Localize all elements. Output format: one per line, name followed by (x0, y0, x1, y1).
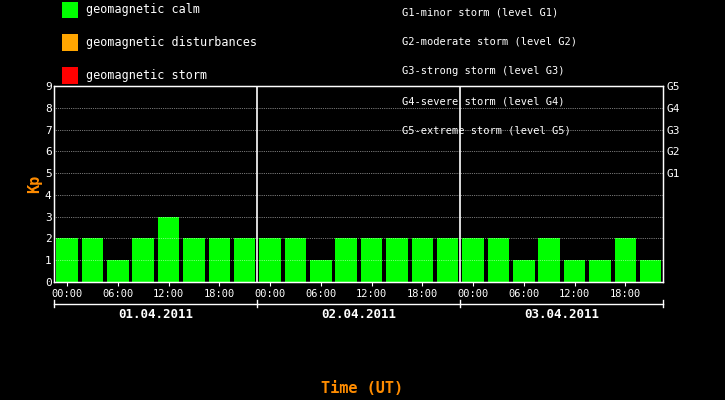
Text: 03.04.2011: 03.04.2011 (524, 308, 600, 321)
Text: Time (UT): Time (UT) (321, 381, 404, 396)
Bar (361, 238, 382, 282)
Bar (412, 238, 433, 282)
Bar (463, 238, 484, 282)
Text: geomagnetic disturbances: geomagnetic disturbances (86, 36, 257, 49)
Bar (589, 260, 610, 282)
Bar (513, 260, 534, 282)
Bar (539, 238, 560, 282)
Text: G1-minor storm (level G1): G1-minor storm (level G1) (402, 7, 559, 17)
Text: G5-extreme storm (level G5): G5-extreme storm (level G5) (402, 126, 571, 136)
Y-axis label: Kp: Kp (27, 175, 42, 193)
Bar (133, 238, 154, 282)
Bar (564, 260, 585, 282)
Text: 01.04.2011: 01.04.2011 (118, 308, 194, 321)
Bar (336, 238, 357, 282)
Bar (386, 238, 407, 282)
Bar (183, 238, 204, 282)
Bar (615, 238, 636, 282)
Bar (57, 238, 78, 282)
Bar (640, 260, 661, 282)
Text: geomagnetic storm: geomagnetic storm (86, 69, 207, 82)
Bar (158, 217, 179, 282)
Bar (209, 238, 230, 282)
Bar (107, 260, 128, 282)
Bar (260, 238, 281, 282)
Bar (310, 260, 331, 282)
Bar (234, 238, 255, 282)
Text: G4-severe storm (level G4): G4-severe storm (level G4) (402, 96, 565, 106)
Bar (437, 238, 458, 282)
Text: G2-moderate storm (level G2): G2-moderate storm (level G2) (402, 37, 577, 47)
Bar (285, 238, 306, 282)
Text: 02.04.2011: 02.04.2011 (321, 308, 397, 321)
Bar (488, 238, 509, 282)
Bar (82, 238, 103, 282)
Text: G3-strong storm (level G3): G3-strong storm (level G3) (402, 66, 565, 76)
Text: geomagnetic calm: geomagnetic calm (86, 4, 200, 16)
